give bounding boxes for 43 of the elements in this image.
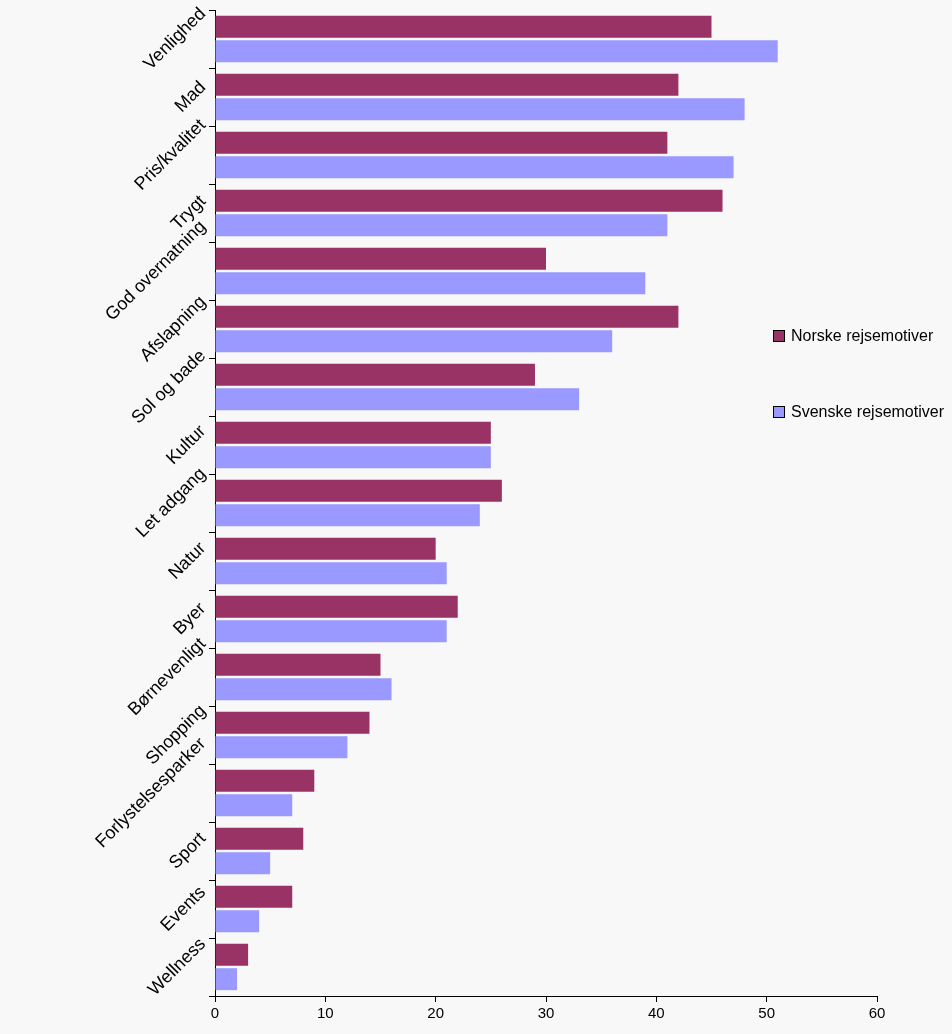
legend-label: Norske rejsemotiver	[791, 327, 934, 345]
bar	[215, 272, 646, 295]
bar	[215, 73, 679, 96]
bar	[215, 653, 381, 676]
bar	[215, 421, 491, 444]
bar	[215, 852, 271, 875]
x-tick-label: 10	[316, 1004, 334, 1022]
bar	[215, 131, 668, 154]
x-tick-label: 60	[868, 1004, 886, 1022]
bar	[215, 711, 370, 734]
legend-label: Svenske rejsemotiver	[791, 403, 944, 421]
bar	[215, 446, 491, 469]
bar	[215, 827, 304, 850]
x-tick-label: 50	[758, 1004, 776, 1022]
bar	[215, 98, 745, 121]
bar	[215, 620, 447, 643]
bar	[215, 305, 679, 328]
bar	[215, 504, 480, 527]
x-tick-label: 40	[647, 1004, 665, 1022]
bar	[215, 910, 260, 933]
bar	[215, 595, 458, 618]
bar	[215, 885, 293, 908]
bar	[215, 769, 315, 792]
x-tick-label: 20	[427, 1004, 445, 1022]
bar	[215, 479, 502, 502]
bar	[215, 794, 293, 817]
bar	[215, 968, 238, 991]
x-tick-label: 0	[210, 1004, 220, 1022]
x-tick-label: 30	[537, 1004, 555, 1022]
bar	[215, 330, 613, 353]
bar	[215, 943, 249, 966]
bar	[215, 388, 580, 411]
bar	[215, 40, 778, 63]
bar	[215, 562, 447, 585]
bar	[215, 156, 734, 179]
bar	[215, 678, 392, 701]
bar	[215, 247, 546, 270]
bar	[215, 189, 723, 212]
bar	[215, 363, 535, 386]
bar	[215, 736, 348, 759]
bar	[215, 15, 712, 38]
bar	[215, 214, 668, 237]
bar	[215, 537, 436, 560]
